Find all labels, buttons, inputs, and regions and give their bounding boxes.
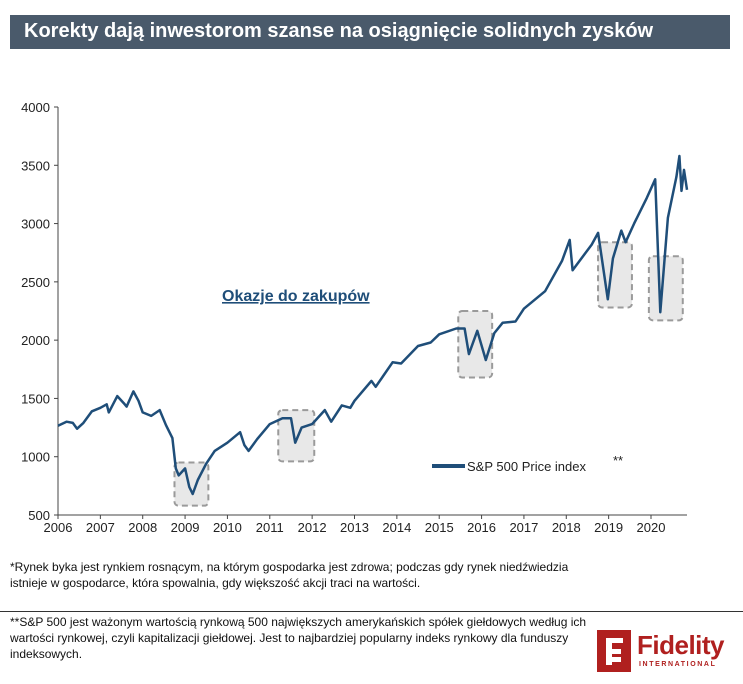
highlight-boxes (173, 241, 684, 507)
legend: S&P 500 Price index ** (432, 453, 623, 474)
fidelity-logo-mark (597, 630, 631, 672)
x-axis: 2006 2007 2008 2009 2010 2011 2012 2013 2014 2015… (44, 514, 687, 535)
x-tick-label: 2012 (298, 520, 327, 535)
highlight-box (647, 255, 684, 322)
y-axis: 500 1000 1500 2000 2500 3000 3500 4000 (21, 100, 59, 523)
buying-opportunities-annotation: Okazje do zakupów (222, 288, 370, 305)
fidelity-logo-name: Fidelity (637, 630, 725, 660)
y-tick-label: 1500 (21, 391, 50, 406)
x-tick-label: 2011 (256, 520, 284, 535)
legend-label-sp500: S&P 500 Price index (467, 459, 586, 474)
x-tick-label: 2016 (467, 520, 496, 535)
footnote-bull-bear: *Rynek byka jest rynkiem rosnącym, na kt… (10, 560, 569, 590)
legend-marker-sp500: ** (613, 453, 623, 468)
x-tick-label: 2018 (552, 520, 581, 535)
y-tick-label: 3500 (21, 158, 50, 173)
series-line-sp500 (57, 154, 689, 496)
highlight-box (277, 409, 316, 463)
x-tick-label: 2017 (509, 520, 538, 535)
x-tick-label: 2013 (340, 520, 369, 535)
x-tick-label: 2008 (128, 520, 157, 535)
y-tick-label: 2000 (21, 333, 50, 348)
chart-title: Korekty dają inwestorom szanse na osiągn… (24, 20, 654, 42)
x-tick-label: 2006 (44, 520, 73, 535)
y-tick-label: 1000 (21, 450, 50, 465)
footnote-sp500: **S&P 500 jest ważonym wartością rynkową… (10, 615, 587, 661)
fidelity-logo-sub: INTERNATIONAL (639, 661, 717, 668)
x-tick-label: 2015 (425, 520, 454, 535)
fidelity-logo: Fidelity INTERNATIONAL (597, 630, 737, 674)
x-tick-label: 2010 (213, 520, 242, 535)
y-tick-label: 500 (28, 508, 50, 523)
x-tick-label: 2007 (86, 520, 115, 535)
highlight-box (457, 310, 494, 379)
footnote-divider (0, 611, 743, 612)
x-tick-label: 2020 (637, 520, 666, 535)
x-tick-label: 2009 (171, 520, 200, 535)
series-layer (57, 154, 689, 496)
x-tick-label: 2019 (594, 520, 623, 535)
sp500-chart: 500 1000 1500 2000 2500 3000 3500 4000 2006 2007… (21, 100, 689, 535)
title-bar: Korekty dają inwestorom szanse na osiągn… (10, 15, 730, 49)
x-tick-label: 2014 (382, 520, 411, 535)
y-tick-label: 2500 (21, 275, 50, 290)
y-tick-label: 3000 (21, 217, 50, 232)
y-tick-label: 4000 (21, 100, 50, 115)
